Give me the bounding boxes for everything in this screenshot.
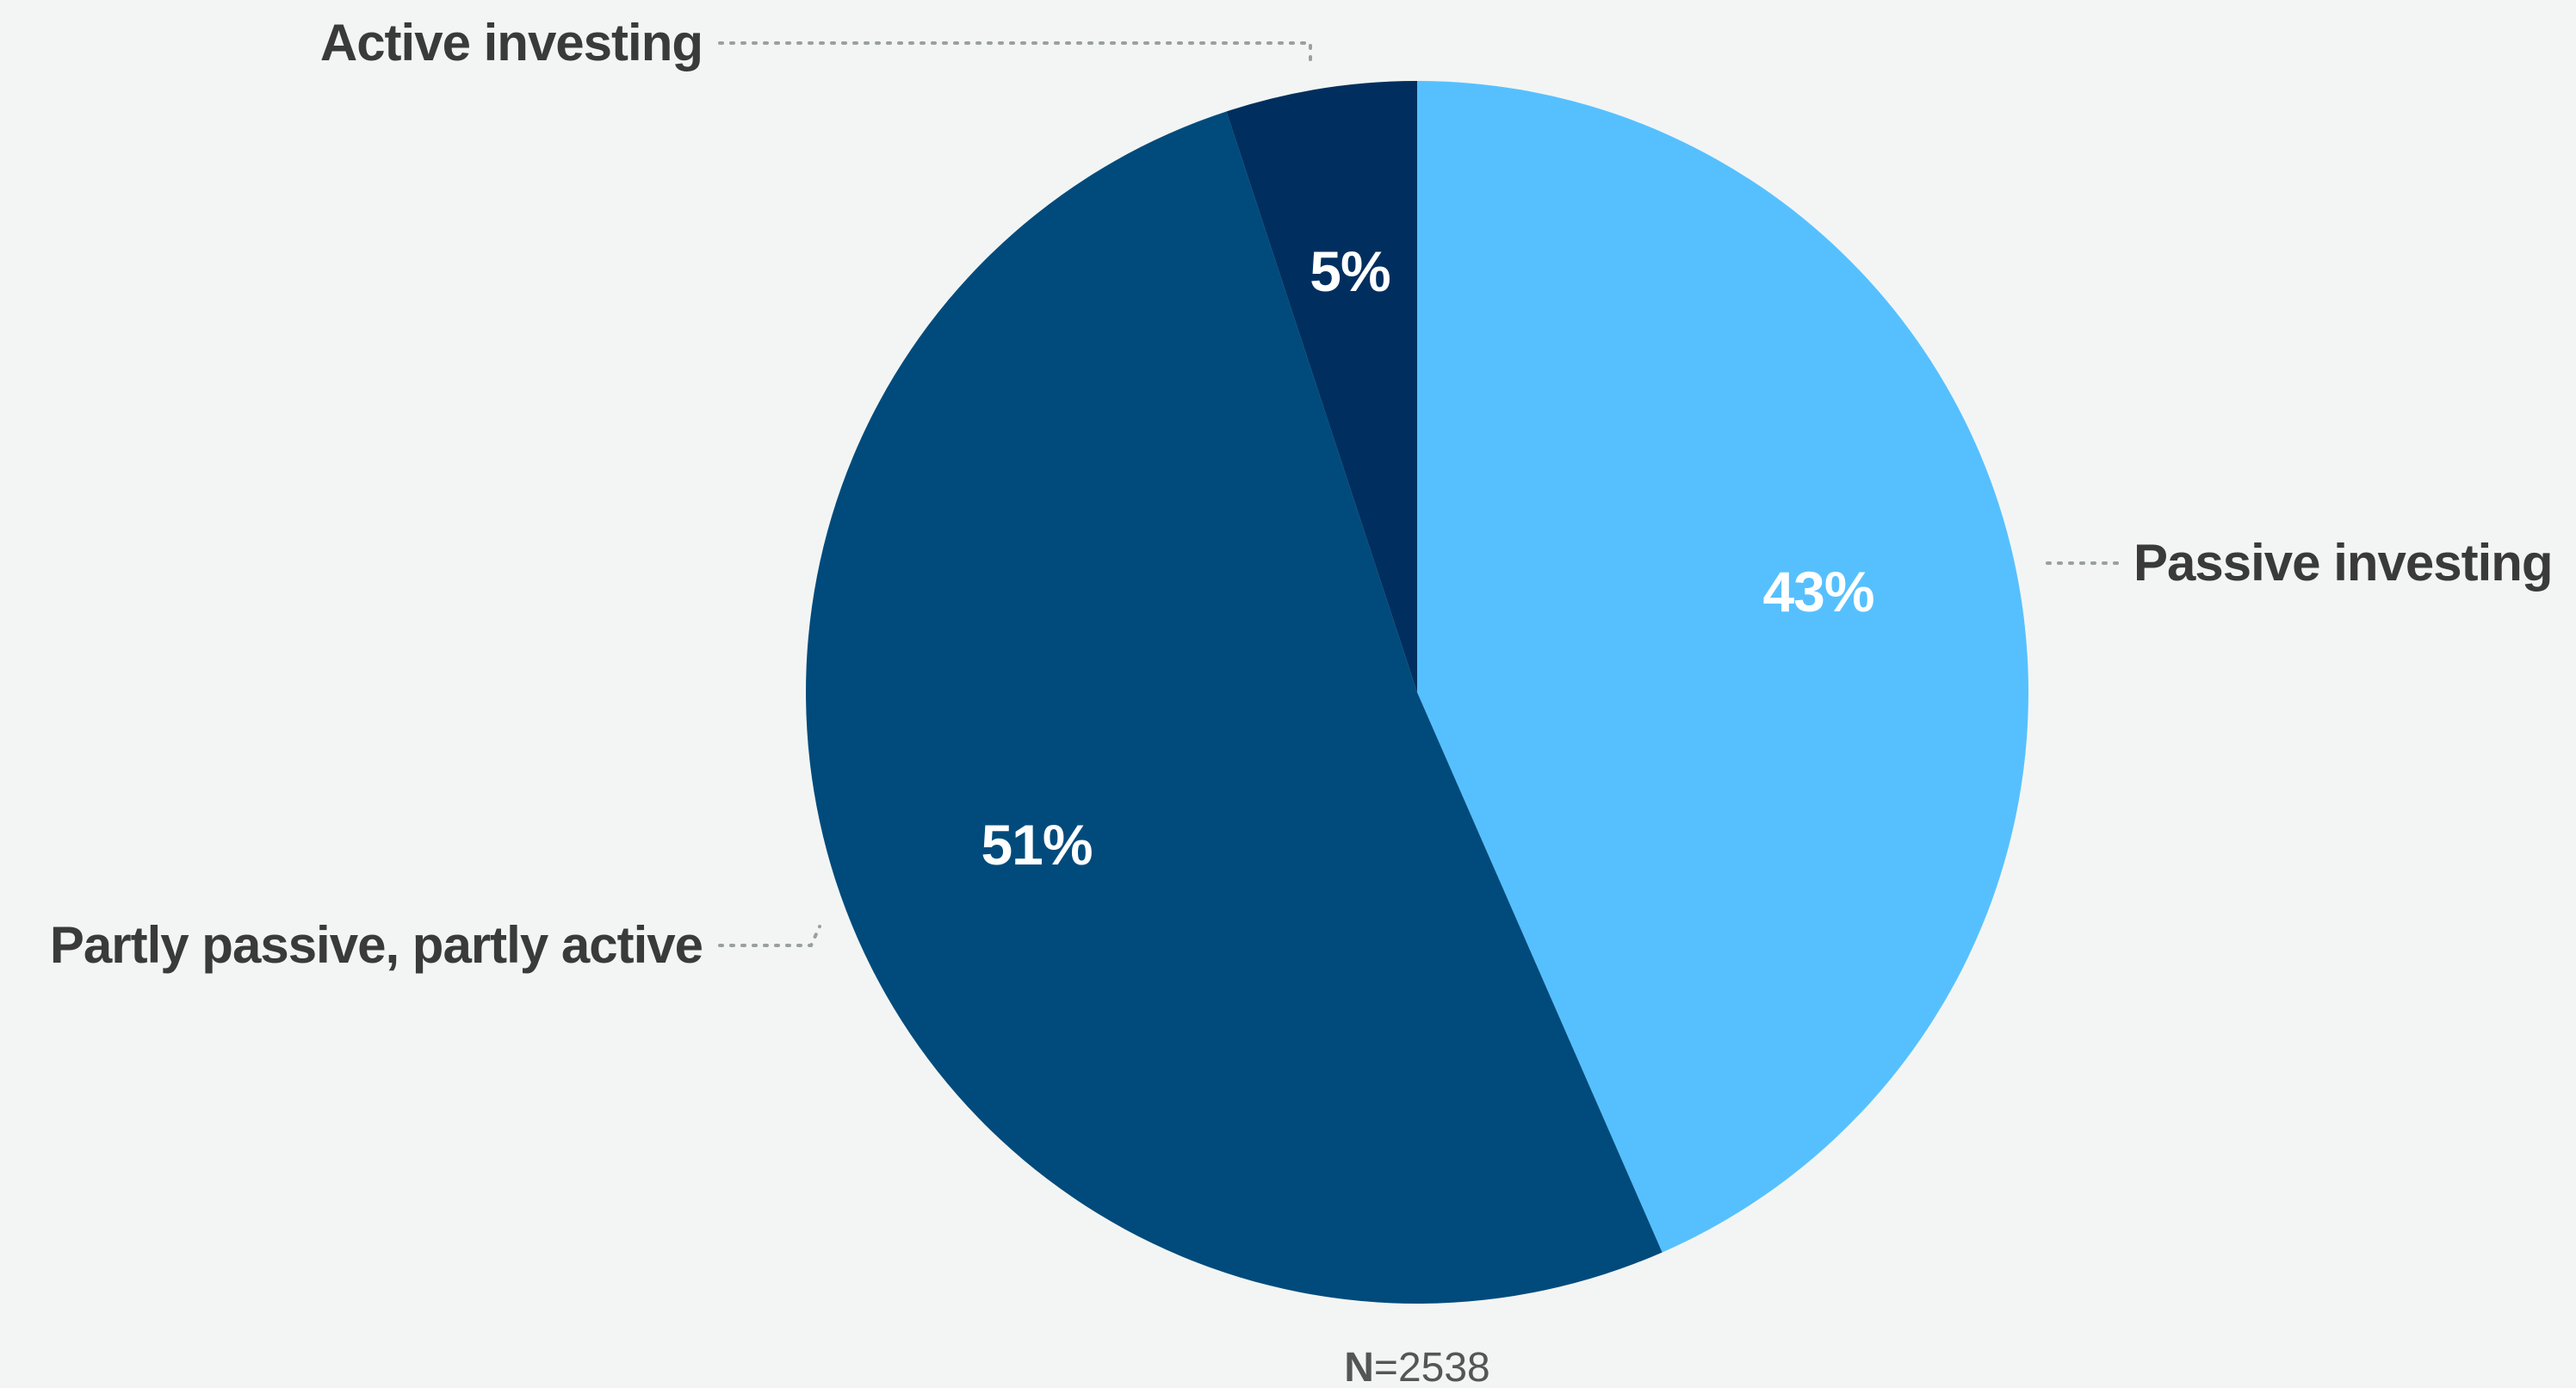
slice-value-label-partly: 51% <box>981 813 1092 877</box>
leader-line-partly <box>718 925 821 947</box>
slice-label-active: Active investing <box>320 14 703 71</box>
sample-size-n: N <box>1344 1345 1374 1388</box>
leader-lines <box>718 41 2121 947</box>
pie-slice-passive <box>1417 81 2029 1253</box>
slice-category-labels: Passive investing Partly passive, partly… <box>50 14 2554 974</box>
slice-value-labels: 43% 51% 5% <box>981 239 1874 877</box>
pie-slices <box>806 81 2029 1304</box>
slice-label-passive: Passive investing <box>2133 534 2553 592</box>
pie-slice-active <box>1226 81 1417 692</box>
sample-size-note: N=2538 <box>1344 1345 1489 1388</box>
leader-line-active <box>718 41 1312 62</box>
pie-slice-partly <box>806 111 1663 1304</box>
sample-size-value: =2538 <box>1374 1345 1490 1388</box>
slice-label-partly: Partly passive, partly active <box>50 916 703 974</box>
slice-value-label-active: 5% <box>1310 239 1390 303</box>
slice-value-label-passive: 43% <box>1762 560 1873 623</box>
